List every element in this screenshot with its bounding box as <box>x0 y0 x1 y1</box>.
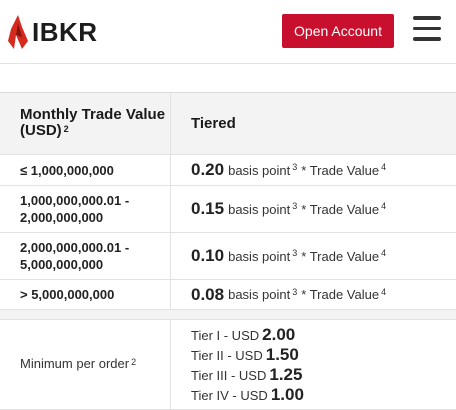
footnote-marker: 3 <box>292 162 298 172</box>
footnote-marker: 3 <box>292 201 298 211</box>
table-row: 1,000,000,000.01 - 2,000,000,000 0.15 ba… <box>0 186 456 233</box>
column-header-trade-value: Monthly Trade Value (USD) 2 <box>0 93 171 154</box>
commission-rate: 0.10 basis point 3 * Trade Value 4 <box>171 233 456 279</box>
column-header-tiered: Tiered <box>191 115 236 132</box>
pricing-table: Monthly Trade Value (USD) 2 Tiered ≤ 1,00… <box>0 92 456 410</box>
tier-minimum: Tier I - USD 2.00 <box>191 324 296 344</box>
footnote-marker: 4 <box>381 201 387 211</box>
rate-value: 0.08 <box>191 284 225 304</box>
trade-value-range: ≤ 1,000,000,000 <box>0 155 171 185</box>
minimum-per-order-row: Minimum per order 2 Tier I - USD 2.00 Tier… <box>0 320 456 410</box>
rate-unit: basis point <box>228 162 291 178</box>
minimum-tiers: Tier I - USD 2.00 Tier II - USD 1.50 Tier … <box>171 320 304 409</box>
table-row: 2,000,000,000.01 - 5,000,000,000 0.10 ba… <box>0 233 456 280</box>
rate-unit: basis point <box>228 248 291 264</box>
trade-value-range: > 5,000,000,000 <box>0 280 171 309</box>
ibkr-logo[interactable]: IBKR <box>8 14 98 50</box>
table-header-row: Monthly Trade Value (USD) 2 Tiered <box>0 93 456 155</box>
commission-rate: 0.20 basis point 3 * Trade Value 4 <box>171 155 456 185</box>
trade-value-range: 2,000,000,000.01 - 5,000,000,000 <box>0 233 171 279</box>
tier-minimum: Tier II - USD 1.50 <box>191 344 299 364</box>
rate-multiplier: * Trade Value <box>301 201 380 217</box>
footnote-marker: 4 <box>381 162 387 172</box>
rate-multiplier: * Trade Value <box>301 287 380 302</box>
footnote-marker: 4 <box>381 248 387 258</box>
flame-icon <box>8 15 28 49</box>
hamburger-menu-icon[interactable] <box>413 16 443 44</box>
open-account-button[interactable]: Open Account <box>282 14 394 48</box>
table-row: > 5,000,000,000 0.08 basis point 3 * Trad… <box>0 280 456 310</box>
footnote-marker: 2 <box>63 124 69 134</box>
commission-rate: 0.15 basis point 3 * Trade Value 4 <box>171 186 456 232</box>
section-divider <box>0 310 456 320</box>
site-header: IBKR Open Account <box>0 0 456 64</box>
footnote-marker: 3 <box>292 286 298 297</box>
table-row: ≤ 1,000,000,000 0.20 basis point 3 * Trad… <box>0 155 456 186</box>
footnote-marker: 2 <box>131 357 137 367</box>
rate-multiplier: * Trade Value <box>301 248 380 264</box>
commission-rate: 0.08 basis point 3 * Trade Value 4 <box>171 280 456 309</box>
rate-value: 0.10 <box>191 246 225 265</box>
rate-multiplier: * Trade Value <box>301 162 380 178</box>
minimum-per-order-label: Minimum per order 2 <box>0 320 171 409</box>
column-header-label: Monthly Trade Value (USD) <box>20 106 166 139</box>
trade-value-range: 1,000,000,000.01 - 2,000,000,000 <box>0 186 171 232</box>
tier-minimum: Tier IV - USD 1.00 <box>191 384 304 404</box>
rate-unit: basis point <box>228 287 291 302</box>
logo-text: IBKR <box>32 16 98 47</box>
footnote-marker: 4 <box>381 286 387 297</box>
rate-value: 0.15 <box>191 199 225 218</box>
rate-value: 0.20 <box>191 160 225 179</box>
footnote-marker: 3 <box>292 248 298 258</box>
rate-unit: basis point <box>228 201 291 217</box>
tier-minimum: Tier III - USD 1.25 <box>191 364 303 384</box>
